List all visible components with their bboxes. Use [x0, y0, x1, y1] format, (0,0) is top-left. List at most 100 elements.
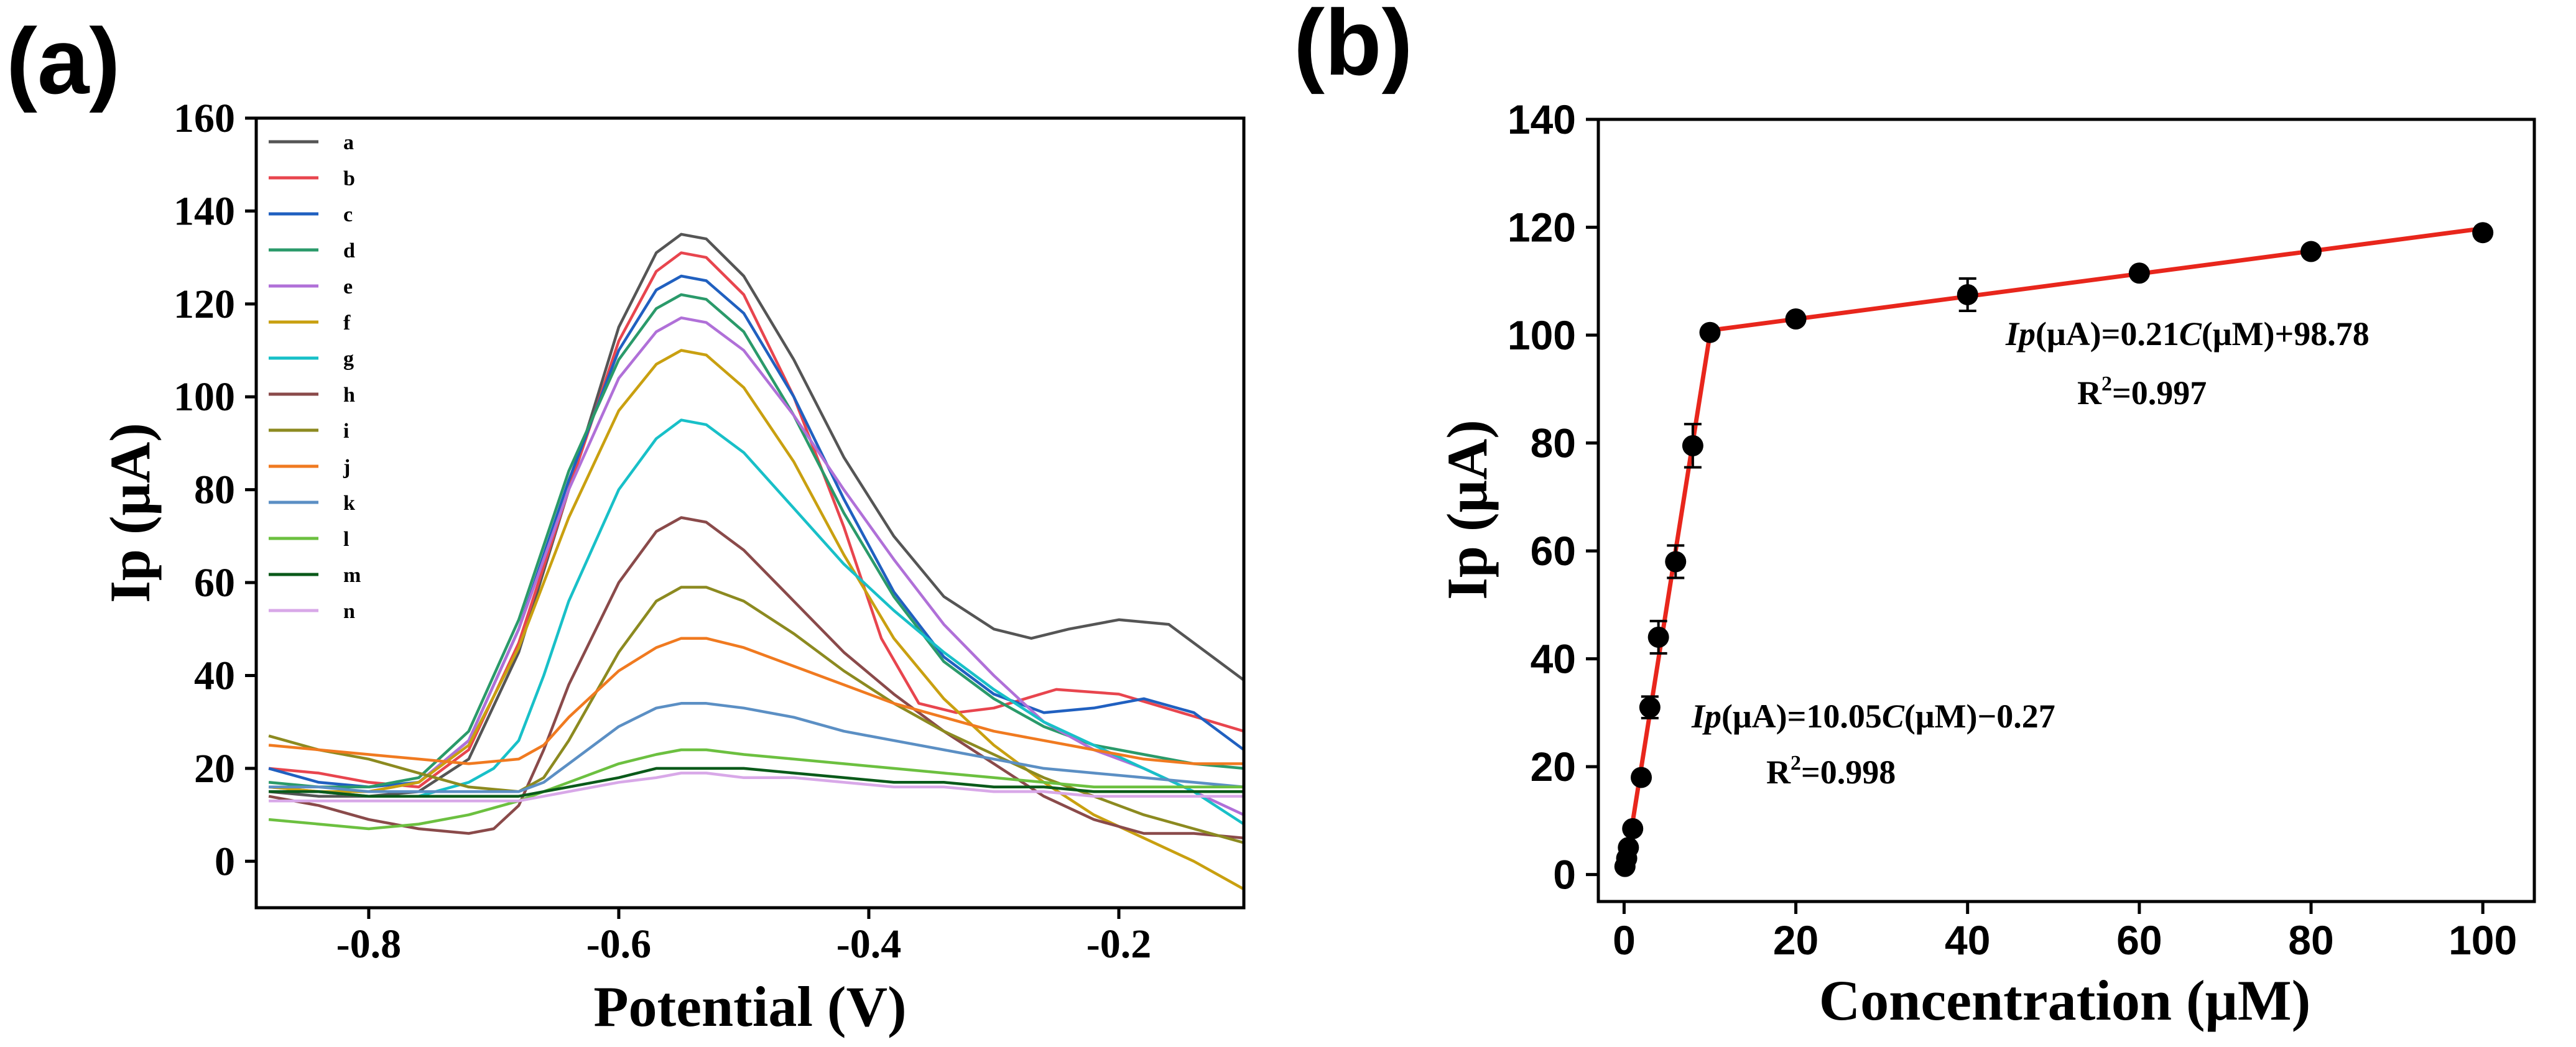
- eq-high-pre: (μA)=0.21: [2036, 315, 2179, 353]
- data-point: [1665, 551, 1687, 573]
- x-tick-label-a: -0.4: [836, 921, 901, 967]
- plot-area-b: [1614, 222, 2494, 877]
- axis-frame-b: [1596, 118, 2536, 903]
- legend-label-k: k: [343, 492, 355, 515]
- legend-label-h: h: [343, 384, 355, 407]
- x-tick-label-b: 80: [2288, 917, 2333, 963]
- legend-label-f: f: [343, 311, 351, 334]
- axis-ticks-a: -0.8 -0.6 -0.4 -0.2 0 20 40 60 80 100 120 140 160: [174, 96, 1151, 967]
- legend-label-i: i: [343, 420, 349, 443]
- series-line-l: [268, 748, 1244, 831]
- series-line-j: [268, 637, 1244, 765]
- axis-ticks-b: 0 20 40 60 80 100 0 20 40 60 80 100 120 140: [1508, 96, 2517, 963]
- series-line-m: [269, 767, 1244, 798]
- eq-high-c: C: [2179, 315, 2202, 353]
- y-tick-label-b: 0: [1553, 852, 1576, 898]
- axis-frame-a: [254, 116, 1246, 910]
- y-tick-label-b: 80: [1531, 420, 1576, 466]
- x-tick-label-b: 20: [1773, 917, 1818, 963]
- y-tick-label-a: 120: [174, 282, 235, 327]
- y-axis-title-a: Ip (μA): [98, 423, 162, 603]
- legend-label-l: l: [343, 528, 349, 551]
- r2-low-sup: 2: [1791, 752, 1801, 775]
- y-tick-label-a: 40: [194, 653, 235, 698]
- y-tick-label-b: 20: [1531, 744, 1576, 790]
- data-point: [1785, 308, 1807, 330]
- legend-label-g: g: [343, 348, 354, 371]
- x-tick-label-b: 100: [2449, 917, 2517, 963]
- x-tick-label-a: -0.8: [336, 921, 401, 967]
- r2-high-val: =0.997: [2112, 374, 2207, 412]
- x-tick-label-b: 40: [1945, 917, 1990, 963]
- data-point: [2472, 222, 2494, 244]
- panel-label-b: (b): [1294, 0, 1413, 95]
- r2-low-val: =0.998: [1801, 754, 1896, 791]
- eq-low-ip: Ip: [1691, 698, 1721, 735]
- y-tick-label-b: 120: [1508, 205, 1576, 251]
- y-tick-label-b: 40: [1531, 636, 1576, 682]
- r2-low-base: R: [1766, 754, 1791, 791]
- eq-high-post: (μM)+98.78: [2202, 315, 2370, 353]
- y-tick-label-a: 60: [194, 560, 235, 606]
- data-point: [2128, 262, 2150, 284]
- series-line-h: [268, 516, 1244, 840]
- y-tick-label-b: 140: [1508, 96, 1576, 142]
- legend-label-b: b: [343, 167, 355, 190]
- panel-a: (a) -0.8 -0.6 -0.4 -0.2 0 20 40 60 80 100 120 140 16…: [6, 9, 1246, 1038]
- eq-low-c: C: [1882, 698, 1905, 735]
- y-tick-label-b: 100: [1508, 312, 1576, 358]
- y-tick-label-a: 0: [215, 839, 235, 884]
- x-tick-label-b: 0: [1613, 917, 1636, 963]
- eq-high-ip: Ip: [2005, 315, 2036, 353]
- data-point: [1699, 321, 1721, 343]
- y-tick-label-a: 160: [174, 96, 235, 141]
- y-tick-label-a: 20: [194, 746, 235, 791]
- r2-high-sup: 2: [2101, 372, 2112, 395]
- y-tick-label-a: 100: [174, 374, 235, 420]
- data-point: [1682, 435, 1703, 456]
- equation-low-range: Ip(μA)=10.05C(μM)−0.27: [1691, 698, 2055, 735]
- y-tick-label-a: 80: [194, 468, 235, 513]
- x-axis-title-b: Concentration (μM): [1819, 969, 2311, 1032]
- data-point: [1639, 696, 1661, 718]
- eq-low-pre: (μA)=10.05: [1721, 698, 1882, 735]
- legend-label-c: c: [343, 203, 353, 226]
- panel-label-a: (a): [6, 9, 120, 113]
- data-point: [2300, 241, 2322, 262]
- r-squared-low-range: R2=0.998: [1766, 752, 1896, 791]
- data-point: [1647, 626, 1669, 648]
- fit-line-low: [1621, 333, 1712, 877]
- x-tick-label-b: 60: [2116, 917, 2162, 963]
- data-point: [1957, 284, 1978, 305]
- equation-high-range: Ip(μA)=0.21C(μM)+98.78: [2005, 315, 2370, 353]
- y-tick-label-a: 140: [174, 188, 235, 234]
- eq-low-post: (μM)−0.27: [1904, 698, 2055, 735]
- y-tick-label-b: 60: [1531, 528, 1576, 574]
- fit-line-high: [1710, 226, 2483, 333]
- x-tick-label-a: -0.2: [1086, 921, 1151, 967]
- data-point: [1622, 818, 1644, 839]
- series-line-f: [268, 349, 1244, 891]
- series-line-n: [269, 772, 1244, 803]
- series-line-b: [268, 251, 1244, 789]
- legend-label-m: m: [343, 564, 361, 587]
- series-line-g: [269, 418, 1244, 826]
- legend-label-j: j: [343, 456, 350, 479]
- series-line-e: [268, 316, 1244, 816]
- r2-high-base: R: [2077, 374, 2102, 412]
- series-line-k: [269, 702, 1244, 793]
- x-axis-title-a: Potential (V): [593, 975, 906, 1038]
- legend-label-e: e: [343, 275, 353, 298]
- series-line-i: [268, 586, 1244, 844]
- data-point: [1631, 767, 1652, 788]
- legend-label-d: d: [343, 239, 355, 262]
- y-axis-title-b: Ip (μA): [1435, 420, 1499, 600]
- legend-label-a: a: [343, 131, 354, 154]
- data-point: [1618, 837, 1639, 859]
- x-tick-label-a: -0.6: [586, 921, 651, 967]
- series-line-a: [268, 233, 1244, 798]
- r-squared-high-range: R2=0.997: [2077, 372, 2207, 412]
